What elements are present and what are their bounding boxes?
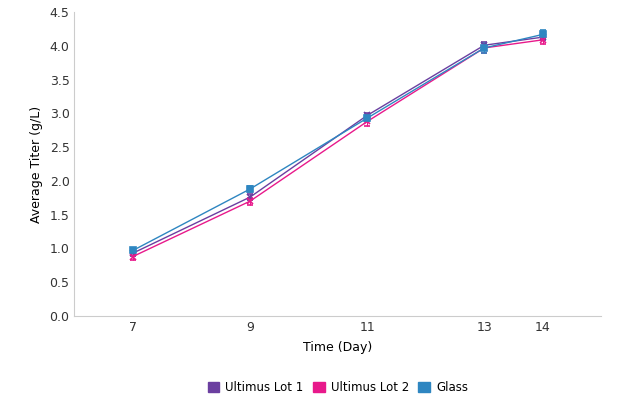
X-axis label: Time (Day): Time (Day) <box>303 341 373 354</box>
Y-axis label: Average Titer (g/L): Average Titer (g/L) <box>30 105 43 223</box>
Legend: Ultimus Lot 1, Ultimus Lot 2, Glass: Ultimus Lot 1, Ultimus Lot 2, Glass <box>203 377 473 399</box>
